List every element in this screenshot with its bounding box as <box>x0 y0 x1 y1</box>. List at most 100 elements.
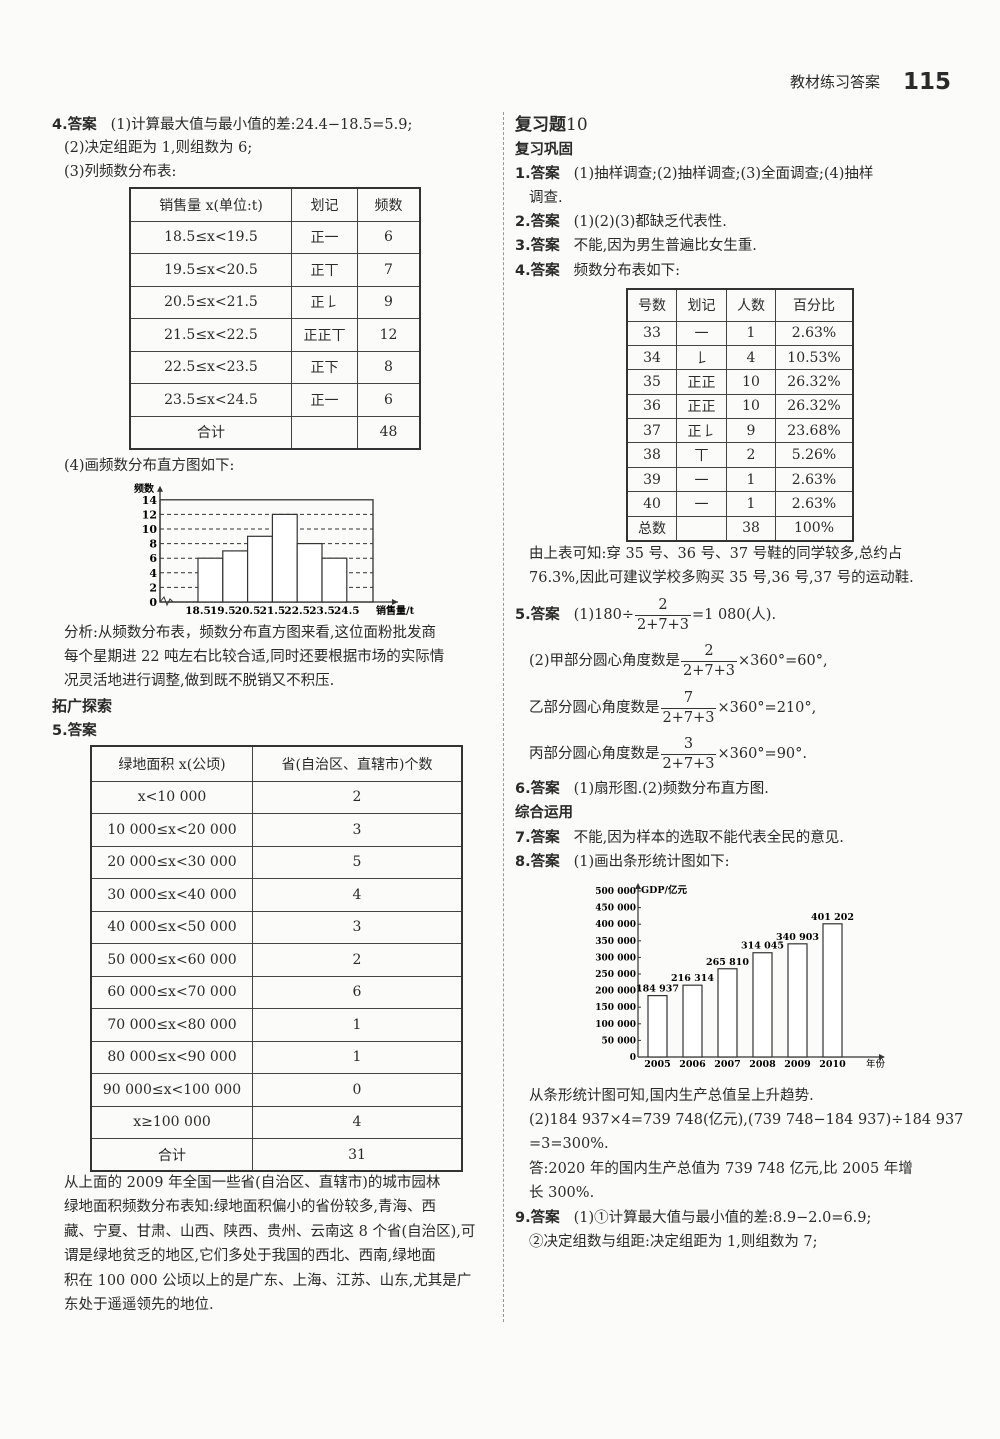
table-row: 18.5≤x<19.5 正一 6 <box>129 220 421 254</box>
answer-label: 8.答案 <box>515 854 560 870</box>
answer-label: 6.答案 <box>515 781 560 797</box>
text: 不能,因为男生普遍比女生重. <box>573 238 757 254</box>
table-cell: 丅 <box>676 442 727 468</box>
table-cell: 38 <box>626 442 677 468</box>
title-number: 10 <box>566 115 588 135</box>
q5-part3: 乙部分圆心角度数是 7 2+7+3 ×360°=210°, <box>529 688 816 728</box>
table-cell: 20 000≤x<30 000 <box>90 845 253 879</box>
table-cell: 35 <box>626 369 677 395</box>
bar-value-label: 314 045 <box>741 941 784 952</box>
column-header: 号数 <box>626 288 677 322</box>
table-cell: 正正丅 <box>291 318 358 352</box>
table-row: 合计 48 <box>129 415 421 449</box>
q8: 8.答案 (1)画出条形统计图如下: <box>515 852 730 872</box>
x-axis-arrow <box>879 1054 885 1060</box>
gdp-bar-chart: 0 50 000 100 000 150 000 200 000 250 000 300 0… <box>595 883 886 1070</box>
text: (1)180÷ <box>573 607 634 623</box>
numerator: 2 <box>634 596 691 616</box>
answer-label: 9.答案 <box>515 1210 560 1226</box>
text: ×360°=210°, <box>717 700 817 716</box>
table-cell: 50 000≤x<60 000 <box>90 943 253 977</box>
table-cell: 正一 <box>291 220 358 254</box>
gdp-bar <box>822 923 843 1058</box>
q5-part2: (2)甲部分圆心角度数是 2 2+7+3 ×360°=60°, <box>529 641 828 681</box>
table-cell: 9 <box>726 418 776 444</box>
green-area-table: 绿地面积 x(公顷) 省(自治区、直辖市)个数 x<10 000 2 10 000≤x<… <box>90 745 463 1172</box>
table-row: 35 正正 10 26.32% <box>626 369 854 395</box>
fraction: 7 2+7+3 <box>660 689 717 728</box>
gdp-bar <box>647 995 668 1058</box>
table-cell: 22.5≤x<23.5 <box>129 350 292 384</box>
gdp-bar <box>682 984 703 1058</box>
text: (2)甲部分圆心角度数是 <box>529 653 681 669</box>
y-tick-label: 400 000 <box>595 920 636 930</box>
table-row: 21.5≤x<22.5 正正丅 12 <box>129 318 421 352</box>
paragraph-line: 东处于遥遥领先的地位. <box>64 1297 214 1313</box>
table-row: 50 000≤x<60 000 2 <box>90 943 463 977</box>
histogram-bar <box>296 542 323 603</box>
table-cell: 𠄌 <box>676 344 727 371</box>
y-tick-label: 300 000 <box>595 953 636 963</box>
table-cell <box>291 415 358 449</box>
y-tick-label: 12 <box>142 508 157 521</box>
y-tick-label: 50 000 <box>602 1036 636 1046</box>
axis-break-icon <box>159 596 174 607</box>
text: =1 080(人). <box>691 607 777 623</box>
table-cell: 37 <box>626 418 677 444</box>
q3: 3.答案 不能,因为男生普遍比女生重. <box>515 236 757 256</box>
denominator: 2+7+3 <box>636 616 689 633</box>
table-row: 23.5≤x<24.5 正一 6 <box>129 383 421 417</box>
y-axis-arrow <box>635 883 641 889</box>
y-tick-label: 150 000 <box>595 1003 636 1013</box>
bar-value-label: 216 314 <box>671 973 714 984</box>
table-row: 39 一 1 2.63% <box>626 466 854 493</box>
q1-line2: 调查. <box>529 190 563 206</box>
numerator: 7 <box>660 689 717 709</box>
text: (1)计算最大值与最小值的差:24.4−18.5=5.9; <box>110 117 413 133</box>
title-text: 复习题 <box>515 115 566 135</box>
q1-line1: 1.答案 (1)抽样调查;(2)抽样调查;(3)全面调查;(4)抽样 <box>515 164 873 184</box>
table-cell: 5.26% <box>775 442 854 468</box>
table-cell: 90 000≤x<100 000 <box>90 1073 253 1107</box>
table-cell: 7 <box>357 253 421 287</box>
x-tick-label: 2010 <box>819 1059 846 1070</box>
table-row: x≥100 000 4 <box>90 1105 463 1139</box>
x-tick-label: 2008 <box>749 1059 776 1070</box>
y-tick-label: 250 000 <box>595 970 636 980</box>
table-cell: 2.63% <box>775 491 854 517</box>
subsection-title: 复习巩固 <box>515 142 573 158</box>
paragraph-line: 从上面的 2009 年全国一些省(自治区、直辖市)的城市园林 <box>64 1175 441 1191</box>
y-tick-label: 10 <box>142 523 158 536</box>
table-cell: 20.5≤x<21.5 <box>129 285 292 319</box>
y-tick-label: 4 <box>149 567 157 580</box>
table-cell: 一 <box>676 491 727 517</box>
table-cell: 6 <box>252 975 463 1009</box>
q5-part4: 丙部分圆心角度数是 3 2+7+3 ×360°=90°. <box>529 734 807 774</box>
table-cell: 正𠄌 <box>291 285 358 319</box>
fraction: 2 2+7+3 <box>634 596 691 635</box>
y-tick-label: 200 000 <box>595 987 636 997</box>
answer-label: 5.答案 <box>515 607 560 623</box>
table-row: 22.5≤x<23.5 正下 8 <box>129 350 421 384</box>
q4-after: 76.3%,因此可建议学校多购买 35 号,36 号,37 号的运动鞋. <box>529 570 914 586</box>
q9-line2: ②决定组数与组距:决定组距为 1,则组数为 7; <box>529 1234 818 1250</box>
y-axis-label: 频数 <box>134 482 155 495</box>
table-cell: 10 <box>726 369 776 395</box>
analysis-line: 况灵活地进行调整,做到既不脱销又不积压. <box>64 673 335 689</box>
table-row: 34 𠄌 4 10.53% <box>626 344 854 371</box>
text: (1)画出条形统计图如下: <box>573 854 730 870</box>
table-row: 80 000≤x<90 000 1 <box>90 1040 463 1074</box>
table-cell: 正下 <box>291 350 358 384</box>
answer-label: 4.答案 <box>52 117 97 133</box>
x-tick-label: 20.5 <box>235 605 261 617</box>
answer-label: 2.答案 <box>515 214 560 230</box>
text: ×360°=60°, <box>738 653 828 669</box>
x-tick-label: 21.5 <box>260 605 286 617</box>
text: 不能,因为样本的选取不能代表全民的意见. <box>573 830 844 846</box>
q5-part1: 5.答案 (1)180÷ 2 2+7+3 =1 080(人). <box>515 595 776 635</box>
table-cell: 合计 <box>90 1138 253 1172</box>
analysis-line: 每个星期进 22 吨左右比较合适,同时还要根据市场的实际情 <box>64 649 445 665</box>
table-row: 10 000≤x<20 000 3 <box>90 813 463 847</box>
table-header-row: 号数 划记 人数 百分比 <box>626 288 854 322</box>
